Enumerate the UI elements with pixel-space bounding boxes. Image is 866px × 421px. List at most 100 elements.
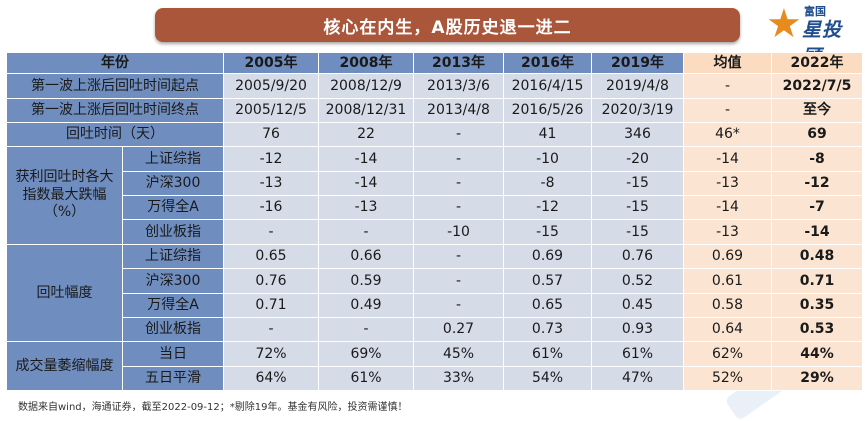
- current-year-cell: -8: [771, 146, 863, 172]
- current-year-cell: -14: [771, 219, 863, 245]
- current-year-cell: 44%: [771, 341, 863, 367]
- table-row: 成交量萎缩幅度 当日 72% 69% 45% 61% 61% 62% 44%: [6, 341, 863, 391]
- sub-label: 当日: [122, 341, 224, 367]
- table-cell: -10: [503, 146, 592, 172]
- table-cell: 0.45: [591, 292, 684, 318]
- table-cell: 64%: [223, 365, 319, 392]
- average-cell: 0.61: [683, 268, 772, 294]
- current-year-cell: 0.48: [771, 243, 863, 270]
- index-label: 沪深300: [122, 268, 224, 294]
- table-cell: 41: [503, 122, 592, 148]
- logo-text-top: 富国: [804, 5, 826, 18]
- table-cell: -13: [223, 170, 319, 197]
- table-cell: -12: [503, 195, 592, 221]
- header-cell-year: 年份: [6, 51, 224, 75]
- table-cell: 61%: [318, 365, 414, 392]
- table-cell: 2008/12/31: [318, 97, 414, 124]
- current-year-cell: 0.71: [771, 268, 863, 294]
- table-cell: 72%: [223, 341, 319, 367]
- table-cell: 0.93: [591, 316, 684, 343]
- table-cell: -14: [318, 146, 414, 172]
- group-label-retrace: 回吐幅度: [6, 243, 123, 343]
- header-cell-2022: 2022年: [771, 51, 863, 75]
- table-cell: -: [413, 146, 504, 172]
- table-cell: -: [413, 195, 504, 221]
- table-cell: 2008/12/9: [318, 73, 414, 99]
- table-row: 创业板指 - - 0.27 0.73 0.93 0.64 0.53: [7, 316, 863, 343]
- average-cell: 62%: [683, 341, 772, 367]
- average-cell: -13: [683, 170, 772, 197]
- footnote: 数据来自wind，海通证券，截至2022-09-12；*剔除19年。基金有风险，…: [18, 402, 408, 413]
- header-cell-average: 均值: [683, 51, 772, 75]
- group-label-drawdown: 获利回吐时各大指数最大跌幅（%）: [6, 146, 123, 245]
- table-cell: -8: [503, 170, 592, 197]
- table-cell: 69%: [318, 341, 414, 367]
- table-cell: 0.66: [318, 243, 414, 270]
- table-cell: -: [413, 268, 504, 294]
- row-label-start: 第一波上涨后回吐时间起点: [6, 73, 224, 99]
- table-cell: -: [413, 170, 504, 197]
- table-cell: 45%: [413, 341, 504, 367]
- table-cell: 2016/4/15: [503, 73, 592, 99]
- table-cell: -15: [503, 219, 592, 245]
- sub-label: 五日平滑: [122, 365, 224, 392]
- table-row: 第一波上涨后回吐时间终点 2005/12/5 2008/12/31 2013/4…: [6, 97, 863, 124]
- table-cell: 47%: [591, 365, 684, 392]
- average-cell: 0.58: [683, 292, 772, 318]
- table-cell: 22: [318, 122, 414, 148]
- table-cell: -: [413, 243, 504, 270]
- table-cell: 0.52: [591, 268, 684, 294]
- row-label-duration: 回吐时间（天）: [6, 122, 224, 148]
- table-cell: -16: [223, 195, 319, 221]
- table-cell: -13: [318, 195, 414, 221]
- current-year-cell: 69: [771, 122, 863, 148]
- table-row: 回吐幅度 上证综指 0.65 0.66 - 0.69 0.76 0.69 0.4…: [6, 243, 863, 343]
- row-label-end: 第一波上涨后回吐时间终点: [6, 97, 224, 124]
- header-cell: 2005年: [223, 51, 319, 75]
- index-label: 上证综指: [122, 243, 224, 270]
- current-year-cell: 2022/7/5: [771, 73, 863, 99]
- index-label: 万得全A: [122, 292, 224, 318]
- table-cell: 0.65: [223, 243, 319, 270]
- table-cell: 2020/3/19: [591, 97, 684, 124]
- table-cell: 0.59: [318, 268, 414, 294]
- table-cell: 0.27: [413, 316, 504, 343]
- header-cell: 2008年: [318, 51, 414, 75]
- table-cell: 2005/12/5: [223, 97, 319, 124]
- table-row: 回吐时间（天） 76 22 - 41 346 46* 69: [6, 122, 863, 148]
- average-cell: 52%: [683, 365, 772, 392]
- table-cell: 2016/5/26: [503, 97, 592, 124]
- table-row: 创业板指 - - -10 -15 -15 -13 -14: [7, 219, 863, 245]
- page-title: 核心在内生，A股历史退一进二: [155, 8, 740, 42]
- average-cell: 0.64: [683, 316, 772, 343]
- current-year-cell: -12: [771, 170, 863, 197]
- table-cell: 2005/9/20: [223, 73, 319, 99]
- current-year-cell: 0.35: [771, 292, 863, 318]
- table-cell: -12: [223, 146, 319, 172]
- table-cell: 0.76: [591, 243, 684, 270]
- table-cell: -: [413, 122, 504, 148]
- current-year-cell: 0.53: [771, 316, 863, 343]
- table-cell: -15: [591, 219, 684, 245]
- table-cell: 0.57: [503, 268, 592, 294]
- index-label: 沪深300: [122, 170, 224, 197]
- table-cell: -: [223, 219, 319, 245]
- group-label-volume: 成交量萎缩幅度: [6, 341, 123, 391]
- current-year-cell: 29%: [771, 365, 863, 392]
- table-cell: 54%: [503, 365, 592, 392]
- table-cell: -15: [591, 195, 684, 221]
- index-label: 上证综指: [122, 146, 224, 172]
- average-cell: -14: [683, 195, 772, 221]
- header-row: 年份 2005年 2008年 2013年 2016年 2019年 均值 2022…: [6, 51, 863, 75]
- table-cell: 2013/4/8: [413, 97, 504, 124]
- average-cell: -14: [683, 146, 772, 172]
- table-cell: 0.49: [318, 292, 414, 318]
- table-cell: -: [413, 292, 504, 318]
- table-cell: -: [223, 316, 319, 343]
- table-row: 第一波上涨后回吐时间起点 2005/9/20 2008/12/9 2013/3/…: [6, 73, 863, 99]
- table-cell: 61%: [591, 341, 684, 367]
- table-row: 万得全A -16 -13 - -12 -15 -14 -7: [7, 195, 863, 221]
- average-cell: 0.69: [683, 243, 772, 270]
- table-cell: -: [318, 316, 414, 343]
- table-cell: -15: [591, 170, 684, 197]
